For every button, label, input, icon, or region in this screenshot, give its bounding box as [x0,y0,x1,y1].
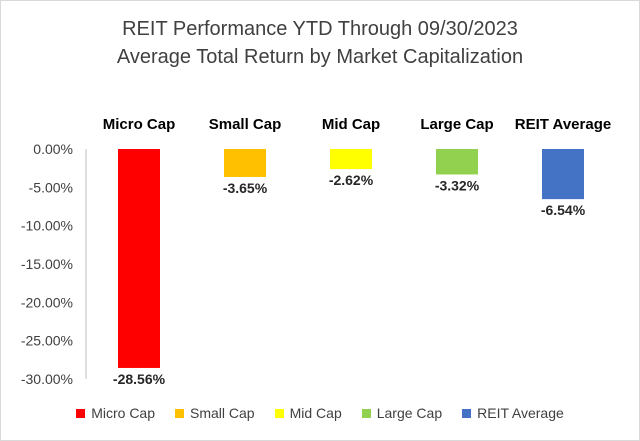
legend-item: Small Cap [175,405,255,421]
data-label: -3.32% [435,177,480,193]
chart-title-line-1: REIT Performance YTD Through 09/30/2023 [122,18,518,40]
legend-swatch [274,408,284,418]
chart-title-line-2: Average Total Return by Market Capitaliz… [116,46,524,68]
legend-swatch [361,408,371,418]
data-label: -2.62% [329,172,374,188]
y-tick-label: -10.00% [21,218,73,234]
legend-item: Large Cap [361,405,443,421]
bar [118,149,160,368]
legend-label: Mid Cap [289,405,342,421]
legend-label: Small Cap [190,405,255,421]
legend-item: Mid Cap [274,405,342,421]
legend: Micro Cap Small Cap Mid Cap Large Cap REIT A… [1,405,639,421]
category-label: Large Cap [420,116,493,133]
bar [224,149,266,177]
bar [330,149,372,170]
plot-area: 0.00% -5.00% -10.00% -15.00% -20.00% -25.00% -… [21,116,611,387]
category-label: Micro Cap [103,116,176,133]
data-label: -6.54% [541,202,586,218]
bar [436,149,478,175]
legend-item: Micro Cap [76,405,155,421]
legend-swatch [175,408,184,418]
data-label: -28.56% [113,371,166,387]
category-label: REIT Average [515,116,611,133]
legend-label: Large Cap [376,405,443,421]
y-tick-label: -25.00% [21,333,73,349]
category-label: Small Cap [209,116,282,133]
y-tick-label: -15.00% [21,256,73,272]
legend-item: REIT Average [462,405,564,421]
legend-label: Micro Cap [91,405,155,421]
y-tick-label: -5.00% [29,179,73,195]
legend-label: REIT Average [477,405,564,421]
y-tick-label: 0.00% [33,141,73,157]
bar [542,149,584,200]
legend-swatch [76,408,86,418]
chart-title: REIT Performance YTD Through 09/30/2023 … [1,15,639,71]
legend-swatch [462,408,472,418]
data-label: -3.65% [223,180,268,196]
y-tick-label: -20.00% [21,294,73,310]
category-label: Mid Cap [322,116,380,133]
y-tick-label: -30.00% [21,371,73,387]
